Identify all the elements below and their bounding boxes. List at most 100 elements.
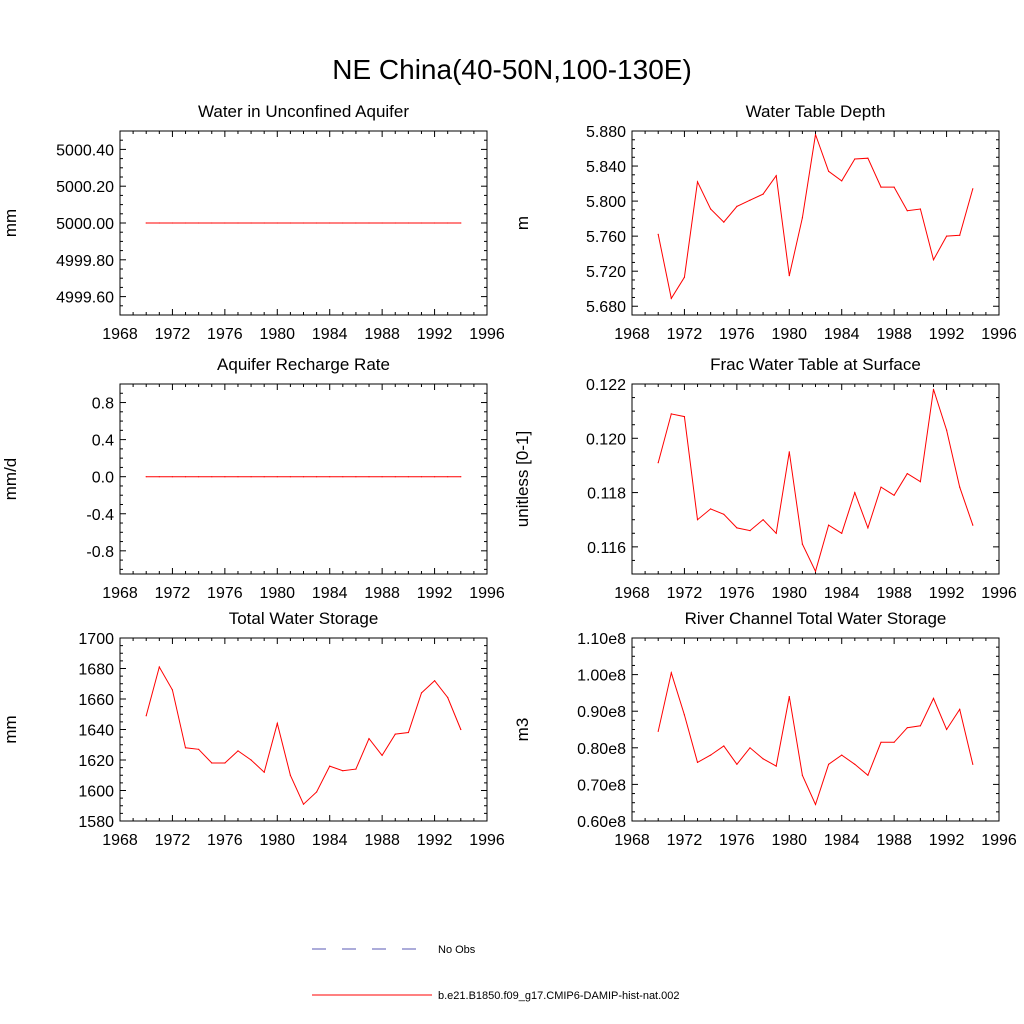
x-tick-label: 1992 <box>929 832 965 849</box>
data-point <box>670 672 672 674</box>
x-tick-label: 1996 <box>981 326 1017 343</box>
y-tick-label: 0.80e8 <box>577 741 626 758</box>
data-point <box>710 508 712 510</box>
panel-3: Aquifer Recharge Rate 1968 1972 1976 1980 198… <box>1 355 505 602</box>
data-point <box>972 763 974 765</box>
data-point <box>696 181 699 183</box>
data-point <box>932 697 935 700</box>
data-point <box>683 276 686 278</box>
data-point <box>394 222 396 224</box>
x-tick-label: 1992 <box>417 832 453 849</box>
x-tick-label: 1992 <box>929 326 965 343</box>
panel-title: Water Table Depth <box>746 102 886 121</box>
x-tick-label: 1968 <box>614 585 650 602</box>
data-point <box>893 186 895 188</box>
data-point <box>762 758 764 760</box>
data-point <box>276 476 278 478</box>
data-point <box>329 765 331 767</box>
y-tick-label: 5.680 <box>586 299 626 316</box>
x-tick-label: 1988 <box>364 585 400 602</box>
y-tick-label: 5.840 <box>586 159 626 176</box>
data-point <box>762 193 764 195</box>
data-point <box>919 208 922 210</box>
data-point <box>184 222 187 224</box>
data-point <box>814 803 817 806</box>
data-point <box>696 761 699 764</box>
data-point <box>880 486 882 488</box>
data-point <box>723 221 725 223</box>
x-tick-label: 1980 <box>771 832 807 849</box>
x-tick-label: 1968 <box>102 832 138 849</box>
plot-frame <box>631 383 1000 575</box>
data-point <box>775 175 777 177</box>
data-point <box>775 765 777 767</box>
data-point <box>434 476 436 478</box>
data-point <box>224 762 226 764</box>
data-point <box>434 680 436 682</box>
y-tick-label: 5000.40 <box>56 142 114 159</box>
y-tick-label: 4999.80 <box>56 253 114 270</box>
x-tick-label: 1988 <box>364 326 400 343</box>
panel-title: Aquifer Recharge Rate <box>217 355 390 374</box>
data-point <box>145 222 147 224</box>
data-point <box>342 476 344 478</box>
data-point <box>801 774 804 776</box>
data-point <box>381 754 383 757</box>
y-tick-label: 5000.20 <box>56 179 114 196</box>
x-tick-label: 1988 <box>876 832 912 849</box>
data-point <box>841 754 843 756</box>
data-point <box>959 486 961 488</box>
data-point <box>368 222 370 224</box>
data-point <box>407 476 409 478</box>
series-line <box>657 389 974 573</box>
data-point <box>237 476 239 478</box>
x-tick-label: 1980 <box>259 585 295 602</box>
data-point <box>893 494 895 496</box>
data-point <box>368 476 370 478</box>
data-point <box>723 513 725 515</box>
x-tick-label: 1988 <box>364 832 400 849</box>
data-point <box>316 791 318 793</box>
y-tick-label: -0.4 <box>86 507 114 524</box>
data-point <box>263 222 265 224</box>
data-point <box>801 217 804 219</box>
data-point <box>158 666 160 668</box>
x-tick-label: 1980 <box>771 326 807 343</box>
y-axis-label: mm/d <box>1 458 20 501</box>
data-point <box>250 222 252 224</box>
data-point <box>906 210 908 212</box>
y-tick-label: 1.00e8 <box>577 668 626 685</box>
data-point <box>198 476 200 478</box>
figure-title: NE China(40-50N,100-130E) <box>332 54 692 85</box>
y-tick-label: 0.122 <box>586 377 626 394</box>
data-point <box>801 543 804 545</box>
y-tick-label: 5.760 <box>586 229 626 246</box>
data-point <box>932 259 935 261</box>
data-point <box>316 476 318 478</box>
x-tick-label: 1988 <box>876 326 912 343</box>
data-point <box>946 235 948 237</box>
y-axis-label: mm <box>1 715 20 743</box>
panel-4: Frac Water Table at Surface 1968 1972 1976 1… <box>513 355 1017 602</box>
data-point <box>420 692 423 694</box>
y-tick-label: 0.116 <box>587 540 626 557</box>
panel-2: Water Table Depth 1968 1972 1976 1980 1984 198… <box>513 102 1017 343</box>
y-axis-label: unitless [0-1] <box>513 431 532 527</box>
x-tick-label: 1984 <box>824 585 860 602</box>
plot-frame <box>119 383 488 575</box>
data-point <box>447 696 449 699</box>
data-point <box>683 416 686 418</box>
data-point <box>342 222 344 224</box>
data-point <box>250 759 252 761</box>
y-tick-label: -0.8 <box>86 544 114 561</box>
data-point <box>407 222 409 224</box>
data-point <box>893 741 895 743</box>
data-point <box>171 476 173 478</box>
data-point <box>906 727 908 729</box>
x-tick-label: 1984 <box>312 326 348 343</box>
data-point <box>736 205 738 207</box>
data-point <box>775 532 777 534</box>
data-point <box>710 754 712 756</box>
data-point <box>420 476 423 478</box>
y-tick-label: 1640 <box>78 723 114 740</box>
